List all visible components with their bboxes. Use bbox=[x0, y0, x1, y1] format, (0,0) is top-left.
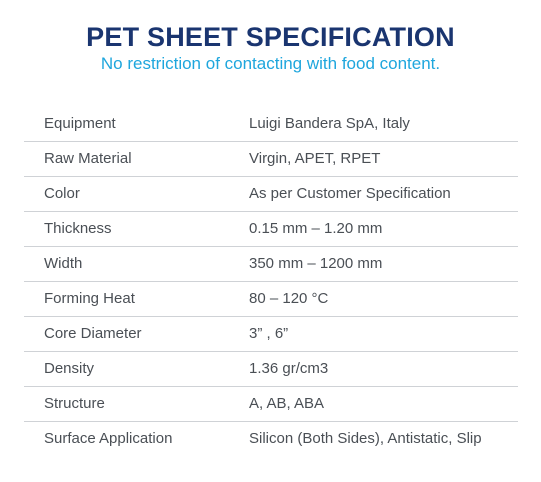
spec-row-equipment: Equipment Luigi Bandera SpA, Italy bbox=[24, 106, 518, 141]
spec-row-raw-material: Raw Material Virgin, APET, RPET bbox=[24, 141, 518, 176]
spec-row-width: Width 350 mm – 1200 mm bbox=[24, 246, 518, 281]
spec-value: 0.15 mm – 1.20 mm bbox=[249, 220, 383, 237]
spec-label: Surface Application bbox=[44, 430, 173, 448]
spec-value: Virgin, APET, RPET bbox=[249, 150, 381, 167]
spec-row-thickness: Thickness 0.15 mm – 1.20 mm bbox=[24, 211, 518, 246]
spec-label: Color bbox=[44, 185, 80, 202]
spec-label: Forming Heat bbox=[44, 290, 135, 307]
spec-value: Luigi Bandera SpA, Italy bbox=[249, 114, 410, 132]
spec-row-density: Density 1.36 gr/cm3 bbox=[24, 351, 518, 386]
spec-row-core-diameter: Core Diameter 3” , 6” bbox=[24, 316, 518, 351]
spec-value: Silicon (Both Sides), Antistatic, Slip bbox=[249, 430, 482, 448]
page-subtitle: No restriction of contacting with food c… bbox=[100, 54, 441, 73]
spec-value: 3” , 6” bbox=[249, 325, 289, 342]
spec-label: Raw Material bbox=[44, 150, 132, 167]
spec-row-forming-heat: Forming Heat 80 – 120 °C bbox=[24, 281, 518, 316]
spec-label: Thickness bbox=[44, 220, 112, 237]
spec-table: Equipment Luigi Bandera SpA, Italy Raw M… bbox=[24, 106, 518, 456]
spec-row-color: Color As per Customer Specification bbox=[24, 176, 518, 211]
spec-value: As per Customer Specification bbox=[249, 185, 451, 202]
spec-label: Structure bbox=[44, 395, 105, 412]
page-title: PET SHEET SPECIFICATION bbox=[86, 22, 455, 52]
spec-value: A, AB, ABA bbox=[249, 395, 325, 412]
spec-label: Density bbox=[44, 360, 95, 377]
spec-label: Core Diameter bbox=[44, 325, 142, 342]
spec-value: 350 mm – 1200 mm bbox=[249, 255, 383, 272]
spec-row-surface-application: Surface Application Silicon (Both Sides)… bbox=[24, 421, 518, 456]
spec-label: Equipment bbox=[44, 114, 116, 132]
spec-value: 80 – 120 °C bbox=[249, 290, 329, 307]
spec-value: 1.36 gr/cm3 bbox=[249, 360, 329, 377]
spec-label: Width bbox=[44, 255, 83, 272]
spec-row-structure: Structure A, AB, ABA bbox=[24, 386, 518, 421]
